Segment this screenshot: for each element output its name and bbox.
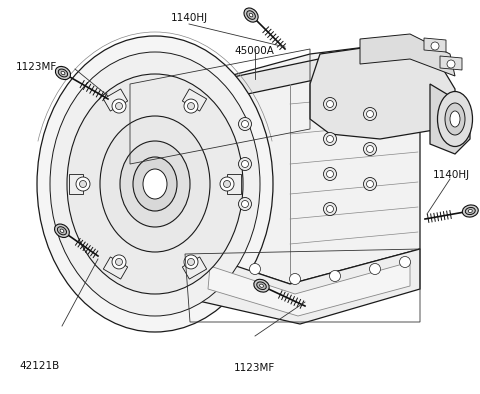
Ellipse shape bbox=[133, 157, 177, 211]
Ellipse shape bbox=[67, 74, 243, 294]
Ellipse shape bbox=[55, 224, 69, 238]
Ellipse shape bbox=[326, 136, 334, 143]
Polygon shape bbox=[155, 44, 430, 104]
Ellipse shape bbox=[370, 264, 381, 275]
Polygon shape bbox=[424, 38, 446, 52]
Polygon shape bbox=[200, 44, 420, 284]
Ellipse shape bbox=[239, 158, 252, 171]
Ellipse shape bbox=[468, 210, 472, 212]
Ellipse shape bbox=[257, 282, 266, 290]
Polygon shape bbox=[103, 89, 128, 111]
Polygon shape bbox=[182, 257, 207, 279]
Polygon shape bbox=[69, 174, 83, 194]
Ellipse shape bbox=[188, 102, 194, 110]
Ellipse shape bbox=[363, 108, 376, 121]
Text: 1123MF: 1123MF bbox=[15, 62, 57, 72]
Ellipse shape bbox=[241, 160, 249, 167]
Ellipse shape bbox=[58, 227, 67, 235]
Polygon shape bbox=[310, 44, 455, 139]
Ellipse shape bbox=[326, 171, 334, 178]
Ellipse shape bbox=[324, 167, 336, 180]
Ellipse shape bbox=[450, 111, 460, 127]
Ellipse shape bbox=[250, 264, 261, 275]
Ellipse shape bbox=[224, 180, 230, 188]
Ellipse shape bbox=[184, 99, 198, 113]
Text: 45000A: 45000A bbox=[234, 46, 275, 56]
Ellipse shape bbox=[329, 271, 340, 281]
Polygon shape bbox=[103, 257, 128, 279]
Ellipse shape bbox=[437, 91, 472, 147]
Ellipse shape bbox=[116, 102, 122, 110]
Polygon shape bbox=[360, 34, 455, 76]
Ellipse shape bbox=[55, 67, 71, 80]
Ellipse shape bbox=[289, 273, 300, 284]
Ellipse shape bbox=[260, 284, 264, 287]
Ellipse shape bbox=[445, 103, 465, 135]
Ellipse shape bbox=[80, 180, 86, 188]
Ellipse shape bbox=[241, 201, 249, 208]
Ellipse shape bbox=[112, 99, 126, 113]
Polygon shape bbox=[130, 229, 225, 276]
Ellipse shape bbox=[324, 132, 336, 145]
Text: 1140HJ: 1140HJ bbox=[171, 13, 208, 23]
Ellipse shape bbox=[60, 229, 64, 232]
Ellipse shape bbox=[37, 36, 273, 332]
Ellipse shape bbox=[254, 279, 269, 292]
Ellipse shape bbox=[120, 141, 190, 227]
Ellipse shape bbox=[447, 60, 455, 68]
Polygon shape bbox=[190, 249, 420, 324]
Ellipse shape bbox=[247, 11, 255, 19]
Ellipse shape bbox=[462, 205, 478, 217]
Text: 1123MF: 1123MF bbox=[234, 363, 275, 374]
Ellipse shape bbox=[249, 13, 253, 17]
Polygon shape bbox=[182, 89, 207, 111]
Ellipse shape bbox=[116, 258, 122, 266]
Ellipse shape bbox=[367, 180, 373, 188]
Ellipse shape bbox=[239, 117, 252, 130]
Ellipse shape bbox=[239, 197, 252, 210]
Ellipse shape bbox=[326, 206, 334, 212]
Ellipse shape bbox=[465, 208, 475, 215]
Ellipse shape bbox=[76, 177, 90, 191]
Ellipse shape bbox=[50, 52, 260, 316]
Ellipse shape bbox=[367, 110, 373, 117]
Ellipse shape bbox=[188, 258, 194, 266]
Ellipse shape bbox=[244, 8, 258, 22]
Text: 42121B: 42121B bbox=[19, 361, 60, 371]
Polygon shape bbox=[155, 69, 200, 254]
Ellipse shape bbox=[143, 169, 167, 199]
Ellipse shape bbox=[100, 116, 210, 252]
Ellipse shape bbox=[58, 69, 68, 77]
Ellipse shape bbox=[241, 121, 249, 128]
Ellipse shape bbox=[61, 71, 65, 74]
Polygon shape bbox=[208, 262, 410, 316]
Ellipse shape bbox=[220, 177, 234, 191]
Ellipse shape bbox=[431, 42, 439, 50]
Polygon shape bbox=[430, 84, 470, 154]
Ellipse shape bbox=[324, 203, 336, 216]
Ellipse shape bbox=[112, 255, 126, 269]
Ellipse shape bbox=[367, 145, 373, 152]
Ellipse shape bbox=[363, 178, 376, 191]
Ellipse shape bbox=[399, 256, 410, 268]
Polygon shape bbox=[440, 56, 462, 70]
Ellipse shape bbox=[326, 100, 334, 108]
Ellipse shape bbox=[363, 143, 376, 156]
Text: 1140HJ: 1140HJ bbox=[432, 170, 470, 180]
Ellipse shape bbox=[184, 255, 198, 269]
Polygon shape bbox=[227, 174, 241, 194]
Ellipse shape bbox=[324, 97, 336, 110]
